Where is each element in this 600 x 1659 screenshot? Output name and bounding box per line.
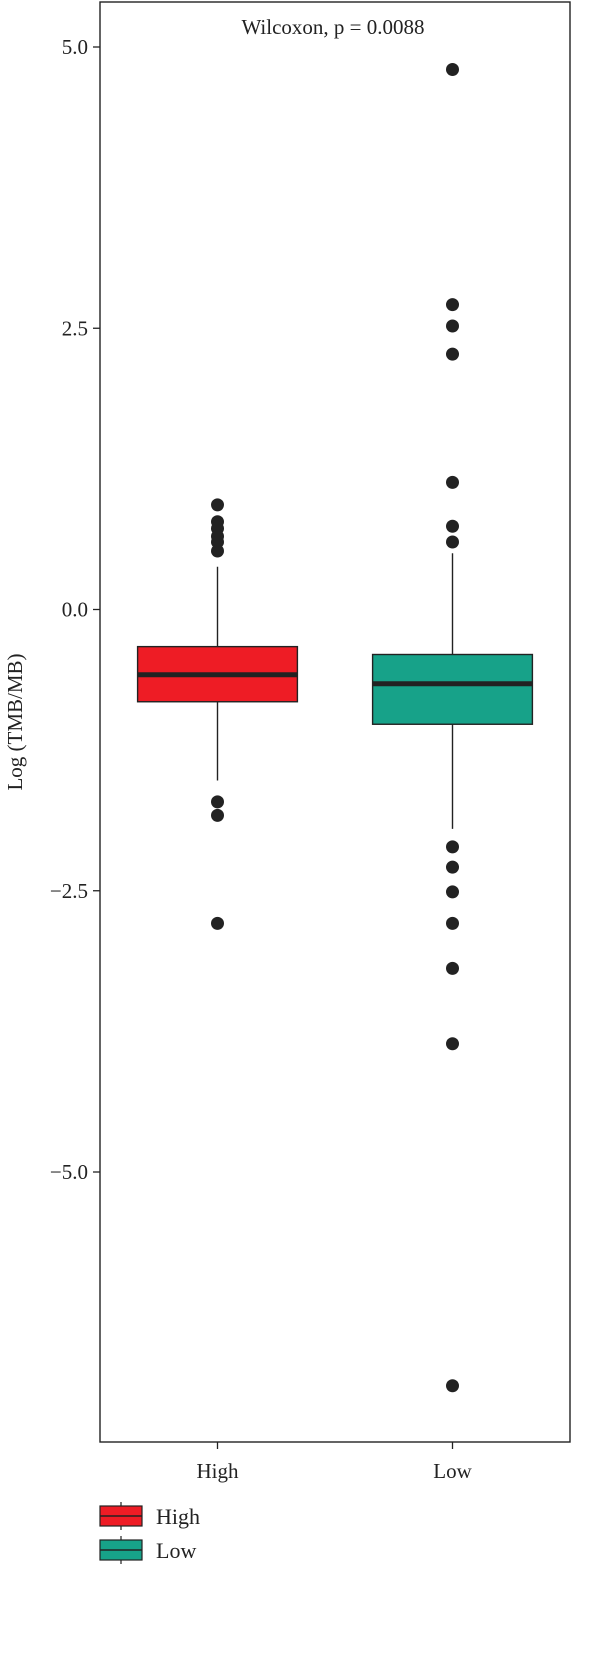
legend-label: Low — [156, 1538, 196, 1563]
y-tick-label: −2.5 — [50, 879, 88, 903]
outlier-point — [446, 840, 459, 854]
outlier-point — [446, 347, 459, 361]
outlier-point — [446, 475, 459, 489]
iqr-box — [371, 653, 534, 725]
y-tick-label: 5.0 — [62, 35, 88, 59]
outlier-point — [446, 860, 459, 874]
legend-item-low: Low — [99, 1536, 196, 1564]
outlier-point — [446, 63, 459, 76]
outlier-point — [446, 519, 459, 533]
legend-item-high: High — [99, 1502, 200, 1530]
outlier-point — [211, 544, 224, 558]
legend-label: High — [156, 1504, 200, 1529]
y-tick-label: −5.0 — [50, 1160, 88, 1184]
outlier-point — [446, 1379, 459, 1393]
x-tick-label: High — [197, 1459, 240, 1483]
test-annotation: Wilcoxon, p = 0.0088 — [241, 15, 424, 39]
box-high — [136, 498, 299, 930]
outlier-point — [446, 535, 459, 549]
y-tick-label: 2.5 — [62, 316, 88, 340]
y-axis-title: Log (TMB/MB) — [3, 653, 27, 790]
outlier-point — [446, 961, 459, 975]
outlier-point — [446, 298, 459, 312]
legend: High Low — [99, 1502, 200, 1564]
outlier-point — [211, 795, 224, 809]
outlier-point — [211, 916, 224, 930]
outlier-point — [211, 498, 224, 512]
outlier-point — [211, 808, 224, 822]
x-tick-label: Low — [433, 1459, 472, 1483]
x-axis: High Low — [197, 1442, 473, 1483]
box-low — [371, 63, 534, 1393]
outlier-point — [211, 535, 224, 549]
outlier-point — [446, 319, 459, 333]
box-series-group — [136, 63, 534, 1393]
outlier-point — [446, 885, 459, 899]
outlier-point — [446, 1037, 459, 1051]
y-tick-label: 0.0 — [62, 598, 88, 622]
outlier-point — [446, 916, 459, 930]
y-axis: 5.0 2.5 0.0 −2.5 −5.0 — [50, 35, 100, 1184]
